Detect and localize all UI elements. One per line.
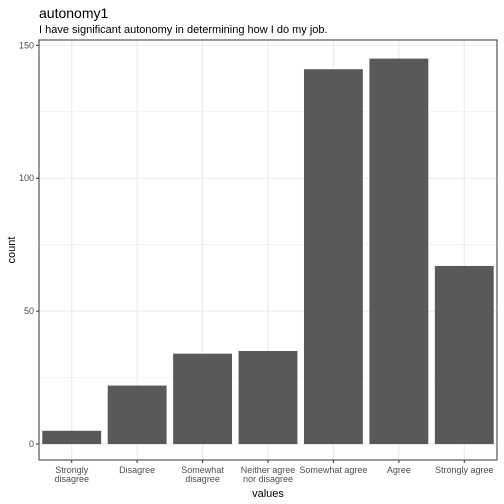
bar [42,430,102,445]
x-tick-label: Somewhat disagree [181,465,224,484]
y-tick-label: 100 [19,173,34,183]
bar [173,353,233,445]
x-axis: Strongly disagree Disagree Somewhat disagree… [54,460,494,484]
chart-subtitle: I have significant autonomy in determini… [39,24,328,36]
y-axis-title: count [6,237,18,264]
bar [434,265,494,445]
y-tick-label: 50 [24,306,34,316]
x-tick-label: Strongly disagree [54,465,89,484]
y-tick-label: 0 [29,439,34,449]
x-tick-label: Somewhat agree [299,465,367,475]
bar [107,385,167,445]
x-tick-label: Disagree [119,465,155,475]
bars [42,58,494,445]
bar [369,58,429,445]
y-tick-label: 150 [19,40,34,50]
y-axis: 0 50 100 150 [19,40,39,449]
bar [238,351,298,445]
bar [303,69,363,445]
x-tick-label: Strongly agree [435,465,494,475]
x-axis-title: values [252,488,284,500]
x-tick-label: Neither agree nor disagree [241,465,296,484]
chart-title: autonomy1 [39,5,109,21]
x-tick-label: Agree [387,465,411,475]
